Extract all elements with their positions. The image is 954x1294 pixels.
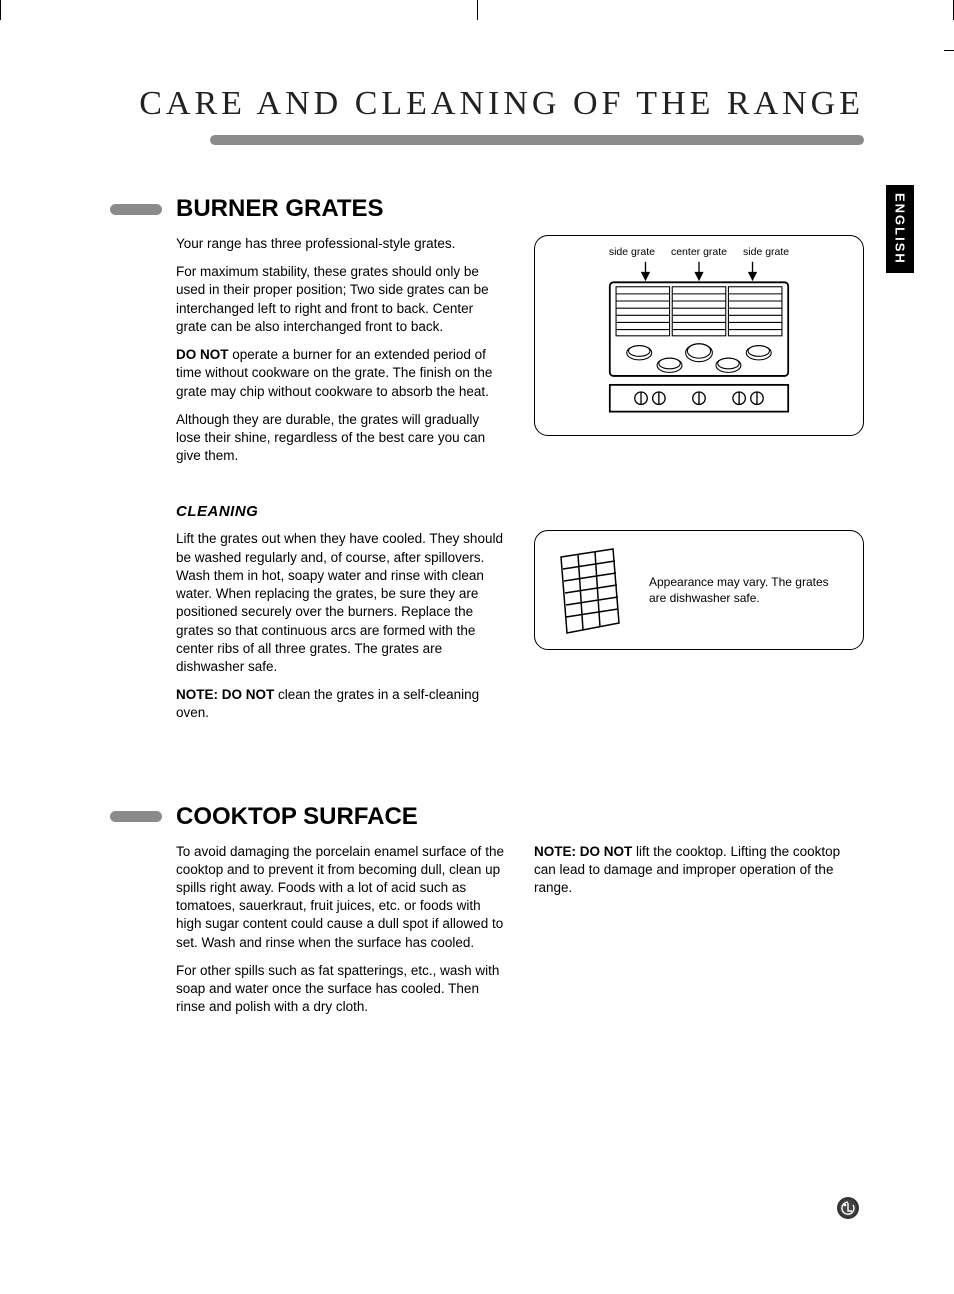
section-cooktop-surface: COOKTOP SURFACE To avoid damaging the po… (110, 803, 864, 1027)
stove-figure-box: side grate center grate side grate (534, 235, 864, 436)
bold-text: NOTE: DO NOT (534, 844, 632, 859)
figure-column: side grate center grate side grate (534, 235, 864, 475)
two-column-layout: Your range has three professional-style … (176, 235, 864, 475)
subheading: CLEANING (176, 503, 864, 520)
paragraph: For maximum stability, these grates shou… (176, 263, 506, 336)
paragraph: NOTE: DO NOT clean the grates in a self-… (176, 686, 506, 722)
section-bullet (110, 204, 162, 215)
two-column-layout: To avoid damaging the porcelain enamel s… (176, 843, 864, 1027)
fig-label: side grate (609, 246, 655, 258)
section-header: COOKTOP SURFACE (110, 803, 864, 831)
text-column: NOTE: DO NOT lift the cooktop. Lifting t… (534, 843, 864, 1027)
language-tab: ENGLISH (886, 185, 914, 273)
crop-marks-top (0, 0, 954, 20)
paragraph: To avoid damaging the porcelain enamel s… (176, 843, 506, 952)
crop-mark-right (944, 50, 954, 51)
figure-caption: Appearance may vary. The grates are dish… (649, 574, 845, 606)
stove-diagram-icon (584, 260, 814, 425)
paragraph: NOTE: DO NOT lift the cooktop. Lifting t… (534, 843, 864, 898)
page-content: CARE AND CLEANING OF THE RANGE ENGLISH B… (40, 30, 914, 1264)
fig-label: side grate (743, 246, 789, 258)
figure-column: Appearance may vary. The grates are dish… (534, 530, 864, 732)
bold-text: DO NOT (176, 347, 229, 362)
section-title: COOKTOP SURFACE (176, 803, 418, 831)
text-column: Lift the grates out when they have coole… (176, 530, 506, 732)
title-underline-bar (210, 135, 864, 145)
brand-logo-icon (837, 1197, 859, 1219)
page-title: CARE AND CLEANING OF THE RANGE (40, 85, 864, 123)
paragraph: For other spills such as fat spatterings… (176, 962, 506, 1017)
section-title: BURNER GRATES (176, 195, 384, 223)
paragraph: Although they are durable, the grates wi… (176, 411, 506, 466)
two-column-layout: Lift the grates out when they have coole… (176, 530, 864, 732)
figure-labels: side grate center grate side grate (609, 246, 789, 258)
bold-text: NOTE: DO NOT (176, 687, 274, 702)
section-header: BURNER GRATES (110, 195, 864, 223)
text-column: To avoid damaging the porcelain enamel s… (176, 843, 506, 1027)
paragraph: Lift the grates out when they have coole… (176, 530, 506, 676)
fig-label: center grate (671, 246, 727, 258)
section-burner-grates: BURNER GRATES Your range has three profe… (110, 195, 864, 733)
paragraph: DO NOT operate a burner for an extended … (176, 346, 506, 401)
text-column: Your range has three professional-style … (176, 235, 506, 475)
paragraph: Your range has three professional-style … (176, 235, 506, 253)
grate-figure-box: Appearance may vary. The grates are dish… (534, 530, 864, 650)
grate-icon (553, 545, 625, 635)
section-bullet (110, 811, 162, 822)
